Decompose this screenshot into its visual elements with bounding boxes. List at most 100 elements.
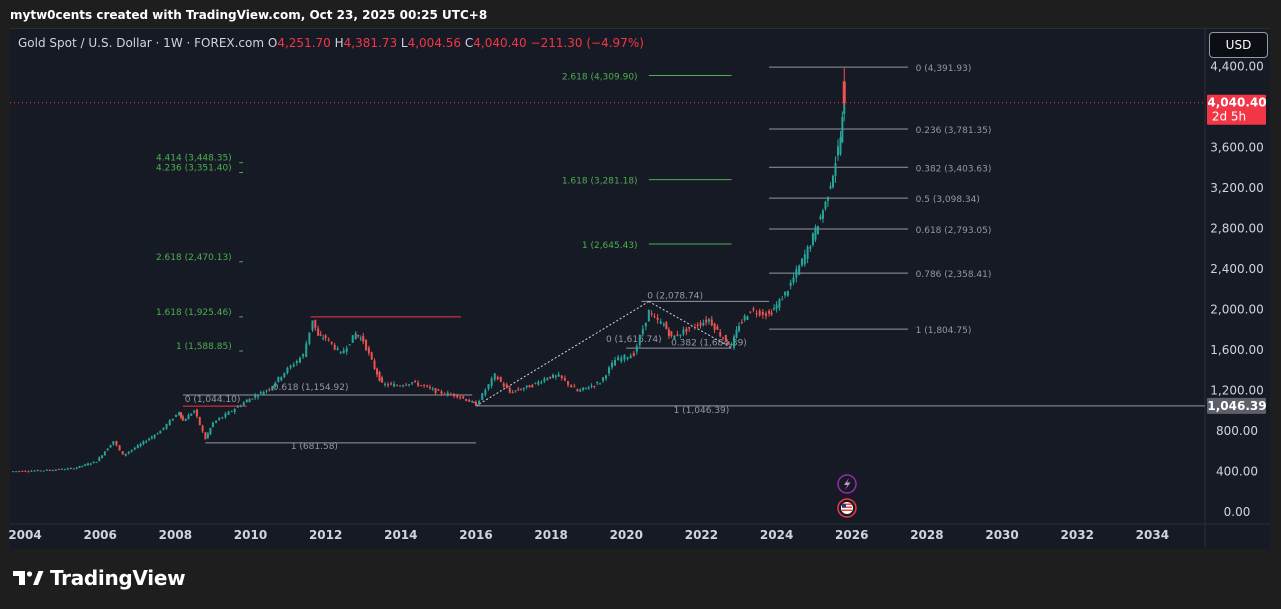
candle-body: [514, 390, 517, 392]
candle-body: [437, 389, 440, 391]
candle-body: [348, 344, 351, 346]
candle-body: [124, 453, 127, 456]
fib-ext-right-label: 1 (2,645.43): [582, 241, 638, 251]
candle-body: [449, 394, 452, 396]
candle-body: [826, 196, 829, 201]
candle-body: [676, 334, 679, 336]
candle-body: [522, 388, 525, 390]
candle-body: [554, 375, 557, 377]
y-tick-label: 400.00: [1216, 464, 1258, 478]
candle-body: [81, 465, 84, 467]
candle-body: [601, 377, 604, 381]
candle-body: [305, 343, 308, 357]
candle-body: [490, 378, 493, 386]
symbol-name[interactable]: Gold Spot / U.S. Dollar · 1W · FOREX.com: [18, 36, 265, 50]
candle-body: [414, 380, 417, 382]
fib-retr1-label: 0 (1,044.10): [185, 395, 241, 405]
y-tick-label: 1,200.00: [1210, 383, 1263, 397]
candle-body: [66, 468, 69, 470]
candle-body: [15, 471, 18, 473]
candle-body: [311, 320, 314, 331]
candle-body: [511, 392, 514, 394]
candle-body: [528, 385, 531, 388]
candle-body: [351, 335, 354, 343]
tradingview-logo[interactable]: TradingView: [12, 566, 186, 590]
candle-body: [699, 323, 702, 326]
candle-body: [499, 377, 502, 382]
price-badge-countdown: 2d 5h: [1212, 110, 1246, 124]
candle-body: [139, 443, 142, 447]
fib-ext-right-label: 2.618 (4,309.90): [562, 72, 638, 82]
candle-body: [30, 470, 33, 472]
candle-body: [298, 357, 301, 363]
candle-body: [614, 359, 617, 366]
candle-body: [520, 389, 523, 391]
candle-body: [431, 388, 434, 390]
candle-body: [641, 328, 644, 335]
chart-panel[interactable]: [10, 28, 1270, 549]
fib-retr2-label: 0 (2,078.74): [647, 291, 703, 301]
candle-body: [656, 317, 659, 320]
x-tick-label: 2012: [309, 528, 342, 542]
candle-body: [63, 469, 66, 471]
candle-body: [567, 381, 570, 385]
candle-body: [617, 357, 620, 361]
candle-body: [841, 116, 844, 143]
candle-body: [761, 311, 764, 315]
candle-body: [115, 441, 118, 446]
candle-body: [42, 470, 45, 472]
candle-body: [206, 433, 209, 438]
candle-body: [271, 386, 274, 391]
candle-body: [370, 352, 373, 360]
candle-body: [665, 322, 668, 330]
fib-ext-left-label: 1.618 (1,925.46): [156, 308, 232, 318]
candle-body: [549, 376, 552, 379]
candle-body: [770, 312, 773, 315]
candle-body: [659, 321, 662, 324]
candle-body: [481, 393, 484, 400]
candle-body: [778, 299, 781, 308]
candle-body: [408, 384, 411, 386]
candle-body: [752, 308, 755, 311]
candle-body: [417, 382, 420, 386]
candle-body: [789, 282, 792, 286]
candle-body: [713, 323, 716, 330]
x-tick-label: 2034: [1136, 528, 1169, 542]
candle-body: [456, 394, 459, 398]
candle-body: [626, 357, 629, 359]
candle-body: [710, 319, 713, 326]
candle-body: [39, 470, 42, 472]
candle-body: [839, 137, 842, 155]
candle-body: [209, 427, 212, 435]
candle-body: [493, 373, 496, 380]
symbol-legend[interactable]: Gold Spot / U.S. Dollar · 1W · FOREX.com…: [18, 36, 644, 50]
candle-body: [221, 417, 224, 419]
candle-body: [682, 329, 685, 335]
candle-body: [36, 469, 39, 472]
candle-body: [743, 315, 746, 320]
candle-body: [393, 384, 396, 387]
candle-body: [381, 377, 384, 383]
candle-body: [376, 368, 379, 375]
currency-button[interactable]: USD: [1209, 32, 1268, 58]
y-tick-label: 2,800.00: [1210, 221, 1263, 235]
candle-body: [174, 414, 177, 417]
candle-body: [159, 430, 162, 434]
candle-body: [560, 375, 563, 379]
candle-body: [367, 347, 370, 354]
candle-body: [473, 402, 476, 404]
candle-body: [274, 382, 277, 387]
candle-body: [426, 385, 429, 387]
candle-body: [187, 415, 190, 420]
candle-body: [468, 400, 471, 402]
low-value: 4,004.56: [407, 36, 462, 50]
candle-body: [342, 350, 345, 354]
level-badge-value: 1,046.39: [1207, 399, 1266, 413]
candle-body: [696, 325, 699, 327]
candle-body: [133, 447, 136, 450]
candle-body: [775, 304, 778, 309]
candle-body: [57, 468, 60, 470]
x-tick-label: 2016: [459, 528, 492, 542]
candle-body: [453, 393, 456, 397]
